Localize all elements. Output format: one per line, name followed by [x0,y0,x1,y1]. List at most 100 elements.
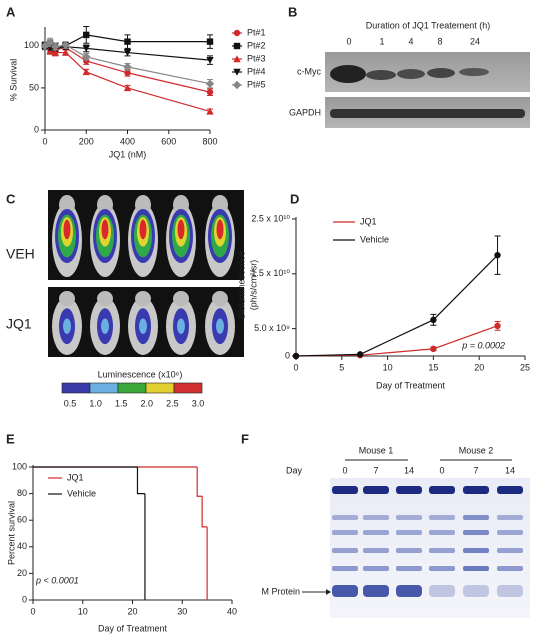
gel [330,478,530,618]
x-tick-label: 20 [474,362,484,372]
gel-band [463,486,489,494]
signal [63,318,71,334]
lane-label: 8 [437,36,442,46]
gel-band [497,566,523,571]
marker [83,57,90,65]
gel-band [429,585,455,597]
gel-band [363,548,389,553]
lane-label: 4 [408,36,413,46]
band [427,68,455,78]
gel-band [463,585,489,597]
band [330,109,525,118]
survival-step [196,467,203,497]
gel-band [396,530,422,535]
mouse-head [59,195,75,215]
marker [233,29,241,37]
x-tick-label: 5 [339,362,344,372]
y-tick-label: 100 [24,40,39,50]
signal [177,318,185,334]
lane-label: 0 [439,465,444,475]
gel-band [463,515,489,520]
gel-band [363,515,389,520]
gel-band [429,486,455,494]
gel-band [332,566,358,571]
x-tick-label: 400 [120,136,135,146]
panel-letter: F [241,431,249,446]
gel-band [363,530,389,535]
colorbar-segment [89,382,119,394]
x-tick-label: 10 [383,362,393,372]
y-axis-label: (ph/s/cm²/sr) [248,260,258,311]
gel-band [332,486,358,494]
legend-label: JQ1 [67,472,84,482]
y-tick-label: 2.5 x 10¹⁰ [251,213,290,223]
colorbar-tick-label: 2.0 [141,398,154,408]
band [459,68,489,76]
y-axis-label: Bioluminescence [236,251,246,319]
lane-label: 24 [470,36,480,46]
mouse-head [212,195,228,215]
colorbar-tick-label: 0.5 [64,398,77,408]
mouse-head [135,291,151,307]
gel-band [363,566,389,571]
marker [51,42,60,51]
signal [63,219,71,240]
marker [82,68,90,76]
signal [101,318,109,334]
x-axis-label: Day of Treatment [98,623,168,633]
annotation: p = 0.0002 [461,340,505,350]
y-tick-label: 0 [285,350,290,360]
lane-label: 14 [404,465,414,475]
row-label: c-Myc [297,66,321,76]
gel-band [463,548,489,553]
marker [494,322,501,330]
gel-band [396,585,422,597]
x-tick-label: 600 [161,136,176,146]
gel-band [332,530,358,535]
gel-band [497,515,523,520]
mouse-head [173,195,189,215]
colorbar-segment [117,382,147,394]
y-tick-label: 40 [17,541,27,551]
group-label: Mouse 1 [359,445,394,455]
marker [205,79,215,88]
arrow-head [326,589,331,595]
x-tick-label: 0 [293,362,298,372]
x-tick-label: 0 [30,606,35,616]
x-tick-label: 20 [127,606,137,616]
band [397,69,425,79]
y-tick-label: 80 [17,488,27,498]
panel-letter: B [288,4,297,19]
x-tick-label: 25 [520,362,530,372]
colorbar-tick-label: 1.5 [115,398,128,408]
gel-band [332,548,358,553]
gel-band [497,585,523,597]
colorbar-title: Luminescence (x10⁶) [98,369,183,379]
gel-band [463,566,489,571]
gel-band [429,566,455,571]
marker [82,52,91,61]
y-tick-label: 50 [29,82,39,92]
lane-label: 14 [505,465,515,475]
panel-letter: E [6,431,15,446]
mouse-head [97,195,113,215]
panel-letter: A [6,4,16,19]
x-axis-label: Day of Treatment [376,380,446,390]
colorbar-segment [145,382,175,394]
colorbar-tick-label: 3.0 [192,398,205,408]
marker [123,62,132,72]
marker [430,316,437,324]
colorbar-tick-label: 1.0 [89,398,102,408]
marker [233,68,241,76]
legend-label: Pt#3 [247,53,266,63]
marker-label: M Protein [261,586,300,596]
gel-band [332,585,358,597]
gel-band [396,486,422,494]
legend-label: Pt#1 [247,27,266,37]
legend-label: Pt#4 [247,66,266,76]
gel-band [497,486,523,494]
marker [356,351,364,358]
panel-letter: C [6,191,16,206]
marker [206,38,214,45]
marker [40,41,50,51]
